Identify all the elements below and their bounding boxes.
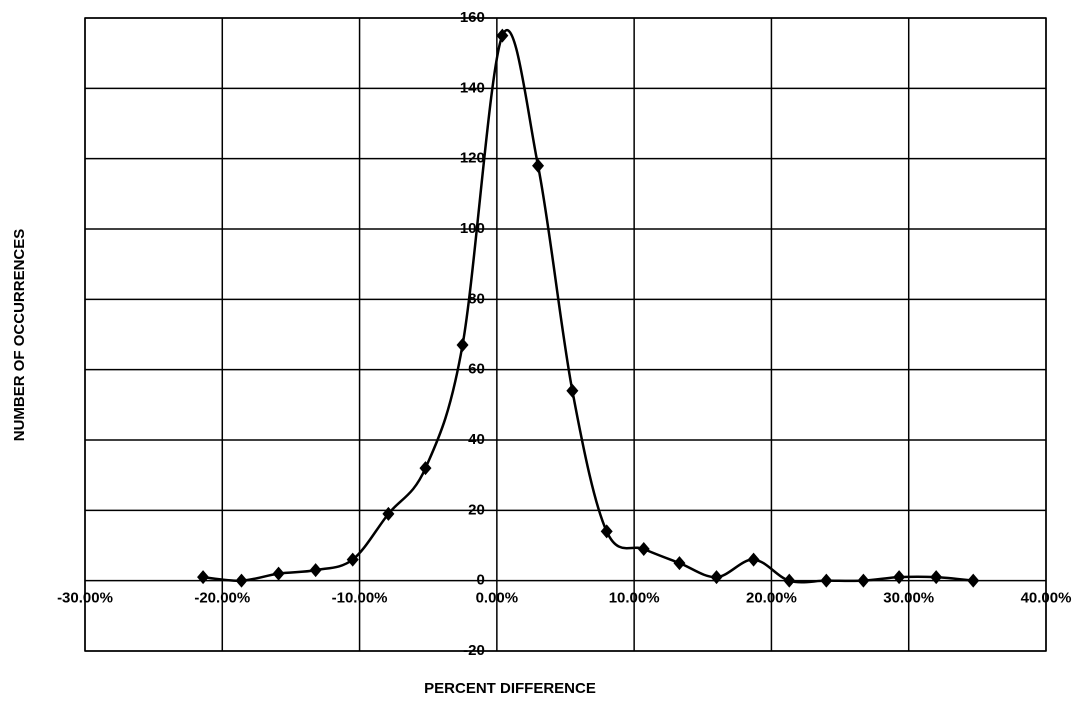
x-axis-label: PERCENT DIFFERENCE (424, 680, 596, 697)
y-tick-label: 80 (468, 290, 485, 307)
x-tick-label: 10.00% (609, 590, 660, 607)
data-point (382, 506, 395, 521)
data-point (783, 573, 796, 588)
data-point (600, 524, 613, 539)
data-point (235, 573, 248, 588)
data-point (893, 570, 906, 585)
data-point (857, 573, 870, 588)
data-point (637, 542, 650, 557)
y-tick-label: 60 (468, 361, 485, 378)
data-point (820, 573, 833, 588)
x-tick-label: -10.00% (332, 590, 388, 607)
data-point (710, 570, 723, 585)
y-tick-label: 20 (468, 501, 485, 518)
y-tick-label: 100 (460, 220, 485, 237)
data-point (309, 563, 322, 578)
data-point (197, 570, 210, 585)
y-tick-label: 0 (477, 572, 485, 589)
x-tick-label: 20.00% (746, 590, 797, 607)
data-point (967, 573, 980, 588)
y-axis-label: NUMBER OF OCCURRENCES (11, 229, 28, 442)
data-point (747, 552, 760, 567)
data-point (496, 28, 509, 43)
data-point (272, 566, 285, 581)
y-tick-label: -20 (463, 642, 485, 659)
data-point (346, 552, 359, 567)
data-point (930, 570, 943, 585)
data-point (456, 338, 469, 353)
y-tick-label: 40 (468, 431, 485, 448)
y-tick-label: 140 (460, 79, 485, 96)
data-point (673, 556, 686, 571)
data-point (419, 461, 432, 476)
data-line (202, 29, 974, 584)
x-tick-label: 30.00% (883, 590, 934, 607)
x-tick-label: 40.00% (1021, 590, 1072, 607)
data-point (532, 158, 545, 173)
x-tick-label: -30.00% (57, 590, 113, 607)
x-tick-label: 0.00% (476, 590, 519, 607)
y-tick-label: 120 (460, 150, 485, 167)
data-point (566, 383, 579, 398)
plot-area (84, 17, 1047, 652)
x-tick-label: -20.00% (194, 590, 250, 607)
y-tick-label: 160 (460, 9, 485, 26)
